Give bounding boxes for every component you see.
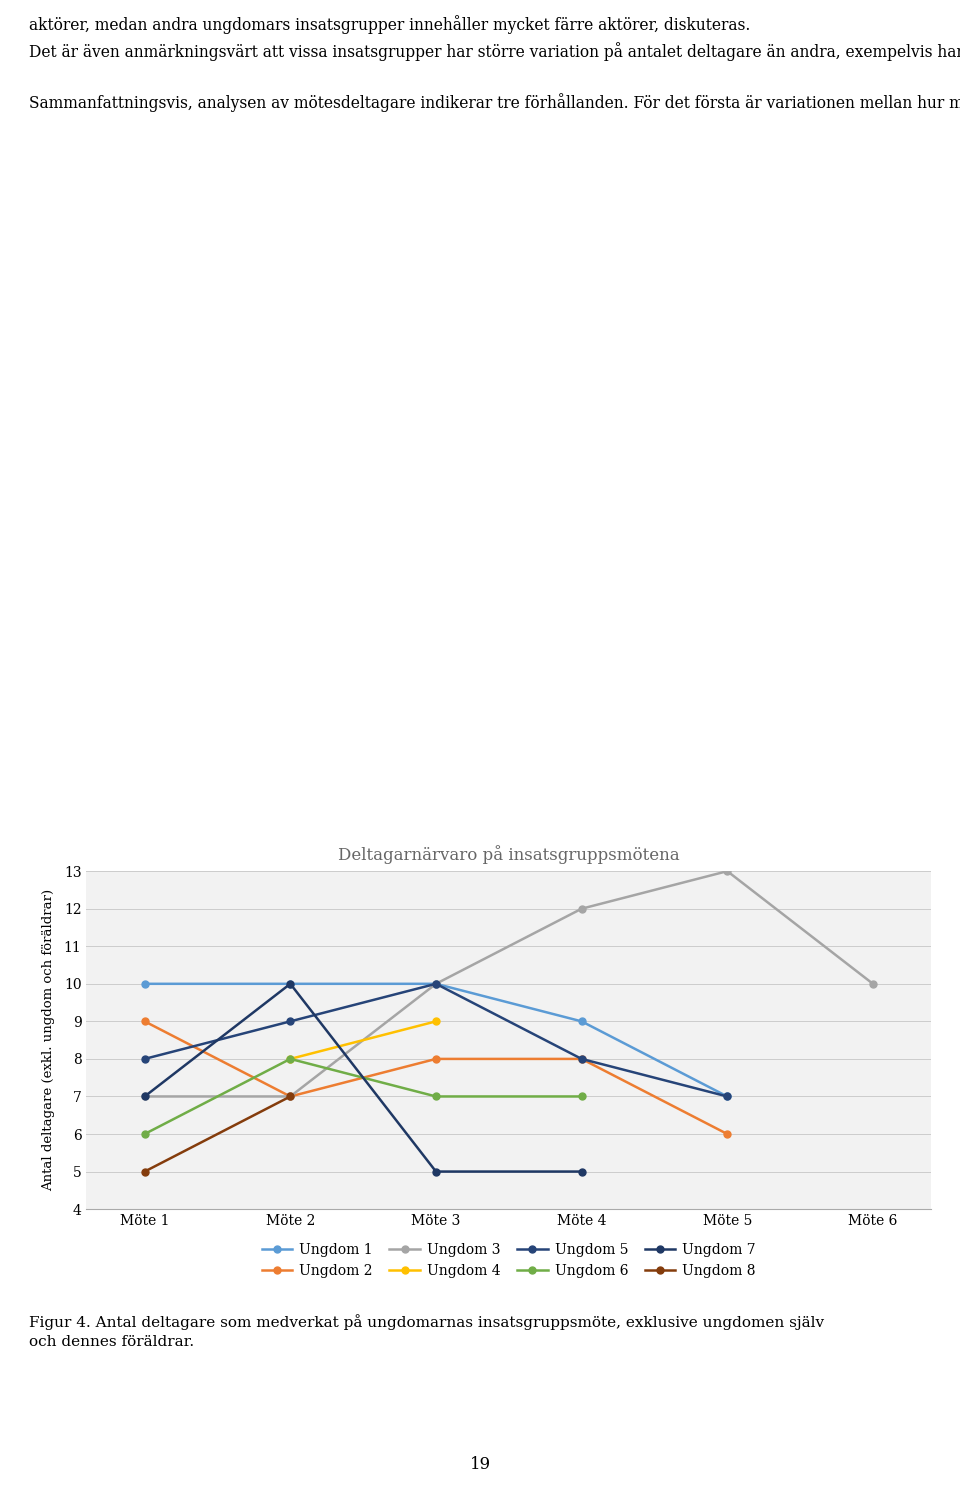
Ungdom 1: [576, 1012, 588, 1030]
Text: Figur 4. Antal deltagare som medverkat på ungdomarnas insatsgruppsmöte, exklusiv: Figur 4. Antal deltagare som medverkat p…: [29, 1314, 824, 1349]
Ungdom 4: [430, 1012, 442, 1030]
Ungdom 5: [139, 1050, 151, 1068]
Ungdom 8: [284, 1087, 296, 1105]
Ungdom 3: [284, 1087, 296, 1105]
Ungdom 3: [139, 1087, 151, 1105]
Ungdom 2: [284, 1087, 296, 1105]
Ungdom 7: [139, 1087, 151, 1105]
Ungdom 5: [576, 1050, 588, 1068]
Line: Ungdom 6: Ungdom 6: [141, 1056, 585, 1137]
Line: Ungdom 3: Ungdom 3: [141, 868, 876, 1099]
Title: Deltagarnärvaro på insatsgruppsmötena: Deltagarnärvaro på insatsgruppsmötena: [338, 846, 680, 864]
Text: 19: 19: [469, 1455, 491, 1473]
Ungdom 7: [576, 1163, 588, 1181]
Line: Ungdom 2: Ungdom 2: [141, 1018, 731, 1137]
Y-axis label: Antal deltagare (exkl. ungdom och föräldrar): Antal deltagare (exkl. ungdom och föräld…: [42, 889, 56, 1191]
Ungdom 3: [722, 862, 733, 880]
Ungdom 6: [576, 1087, 588, 1105]
Ungdom 6: [284, 1050, 296, 1068]
Line: Ungdom 4: Ungdom 4: [287, 1018, 440, 1062]
Ungdom 5: [722, 1087, 733, 1105]
Text: aktörer, medan andra ungdomars insatsgrupper innehåller mycket färre aktörer, di: aktörer, medan andra ungdomars insatsgru…: [29, 15, 960, 113]
Ungdom 5: [430, 975, 442, 993]
Ungdom 7: [430, 1163, 442, 1181]
Ungdom 6: [139, 1125, 151, 1143]
Ungdom 2: [139, 1012, 151, 1030]
Legend: Ungdom 1, Ungdom 2, Ungdom 3, Ungdom 4, Ungdom 5, Ungdom 6, Ungdom 7, Ungdom 8: Ungdom 1, Ungdom 2, Ungdom 3, Ungdom 4, …: [262, 1242, 756, 1278]
Line: Ungdom 7: Ungdom 7: [141, 981, 585, 1175]
Ungdom 3: [576, 900, 588, 918]
Ungdom 3: [430, 975, 442, 993]
Ungdom 5: [284, 1012, 296, 1030]
Ungdom 8: [139, 1163, 151, 1181]
Ungdom 2: [430, 1050, 442, 1068]
Ungdom 1: [139, 975, 151, 993]
Ungdom 1: [722, 1087, 733, 1105]
Ungdom 2: [722, 1125, 733, 1143]
Ungdom 4: [284, 1050, 296, 1068]
Ungdom 1: [284, 975, 296, 993]
Ungdom 7: [284, 975, 296, 993]
Line: Ungdom 5: Ungdom 5: [141, 981, 731, 1099]
Line: Ungdom 8: Ungdom 8: [141, 1093, 294, 1175]
Ungdom 1: [430, 975, 442, 993]
Ungdom 6: [430, 1087, 442, 1105]
Ungdom 2: [576, 1050, 588, 1068]
Line: Ungdom 1: Ungdom 1: [141, 981, 731, 1099]
Ungdom 3: [867, 975, 878, 993]
